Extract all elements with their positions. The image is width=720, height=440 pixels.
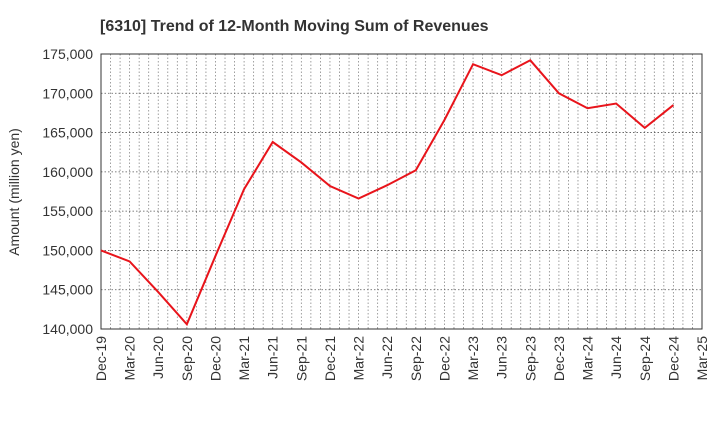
x-tick-label: Jun-20 (150, 336, 166, 379)
x-tick-label: Sep-21 (293, 336, 309, 381)
x-tick-label: Sep-22 (408, 336, 424, 381)
x-tick-label: Mar-23 (465, 336, 481, 381)
x-tick-label: Dec-19 (93, 336, 109, 381)
x-tick-label: Mar-22 (351, 336, 367, 381)
x-tick-label: Mar-25 (694, 336, 710, 381)
y-tick-label: 160,000 (42, 164, 93, 180)
x-tick-label: Dec-24 (665, 336, 681, 381)
plot-border (100, 53, 703, 330)
series-group (100, 59, 675, 327)
x-tick-label: Dec-23 (551, 336, 567, 381)
y-tick-label: 145,000 (42, 282, 93, 298)
x-tick-label: Sep-20 (179, 336, 195, 381)
x-tick-label: Jun-22 (379, 336, 395, 379)
y-tick-label: 165,000 (42, 125, 93, 141)
major-gridlines (101, 92, 702, 291)
x-tick-label: Dec-22 (436, 336, 452, 381)
x-tick-label: Jun-24 (608, 336, 624, 379)
x-tick-label: Jun-21 (265, 336, 281, 379)
x-tick-label: Sep-23 (522, 336, 538, 381)
x-tick-label: Jun-23 (494, 336, 510, 379)
plot-area (101, 54, 702, 329)
y-tick-label: 170,000 (42, 85, 93, 101)
y-tick-label: 155,000 (42, 203, 93, 219)
x-tick-label: Sep-24 (637, 336, 653, 381)
x-tick-label: Mar-20 (122, 336, 138, 381)
x-axis-ticks: Dec-19 Mar-20 Jun-20 Sep-20 Dec-20 Mar-21 Jun-… (93, 336, 710, 381)
y-axis-label: Amount (million yen) (6, 128, 22, 256)
y-tick-label: 140,000 (42, 321, 93, 337)
y-tick-label: 150,000 (42, 242, 93, 258)
x-tick-label: Mar-24 (580, 336, 596, 381)
x-tick-label: Dec-21 (322, 336, 338, 381)
x-tick-label: Dec-20 (207, 336, 223, 381)
minor-gridlines (110, 54, 693, 329)
x-tick-label: Mar-21 (236, 336, 252, 381)
chart-title: [6310] Trend of 12-Month Moving Sum of R… (100, 18, 489, 35)
y-tick-label: 175,000 (42, 46, 93, 62)
y-axis-ticks: 140,000 145,000 150,000 155,000 160,000 165,0… (42, 46, 93, 337)
